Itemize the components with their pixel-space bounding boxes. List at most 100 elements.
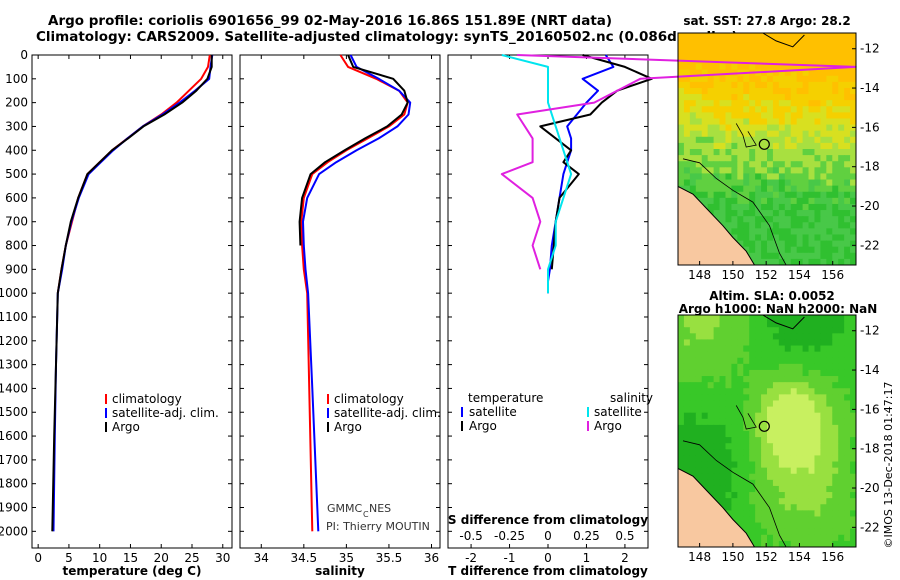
- sst-map-pixel: [790, 130, 798, 138]
- sst-map-pixel: [761, 75, 768, 83]
- sst-map-pixel: [731, 81, 738, 89]
- sla-map-pixel: [767, 528, 774, 536]
- sst-map-pixel: [844, 216, 851, 223]
- salinity-line-argo: [298, 54, 409, 246]
- sst-map-pixel: [820, 210, 827, 217]
- sla-map-pixel: [743, 437, 750, 444]
- sst-map-pixel: [707, 94, 715, 101]
- sla-map-pixel: [784, 449, 792, 456]
- sla-map-pixel: [755, 339, 762, 347]
- sla-map-pixel: [778, 461, 786, 469]
- difference-xtick-label: -1: [504, 551, 516, 565]
- sst-map-pixel: [737, 57, 744, 65]
- figure-title-line2: Climatology: CARS2009. Satellite-adjuste…: [36, 29, 738, 45]
- difference-legend-temperature-title: temperature: [468, 391, 543, 405]
- sla-map-pixel: [767, 394, 774, 401]
- sla-map-pixel: [725, 394, 732, 401]
- sla-map-pixel: [802, 522, 810, 530]
- sst-map-pixel: [814, 75, 821, 83]
- sla-map-pixel: [814, 485, 821, 493]
- sst-map-pixel: [678, 51, 685, 58]
- sst-map-pixel: [767, 210, 774, 217]
- sst-map-pixel: [790, 142, 798, 150]
- sst-map-pixel: [761, 222, 768, 229]
- sla-map-pixel: [820, 473, 827, 481]
- sst-map-pixel: [731, 106, 738, 113]
- sst-map-pixel: [701, 161, 709, 168]
- sla-map-pixel: [707, 388, 715, 395]
- sst-map-pixel: [844, 100, 851, 107]
- sla-map-pixel: [772, 540, 780, 547]
- sst-map-pixel: [743, 240, 750, 248]
- sst-map-pixel: [784, 258, 792, 265]
- sla-map-pixel: [701, 449, 709, 456]
- sla-map-pixel: [838, 412, 845, 420]
- sst-map-pixel: [790, 173, 798, 181]
- sla-map-pixel: [678, 437, 685, 444]
- sst-map-pixel: [832, 222, 839, 229]
- sla-map-pixel: [761, 363, 768, 371]
- sst-map-pixel: [796, 216, 804, 223]
- sst-map-pixel: [689, 63, 697, 71]
- sla-map-pixel: [772, 339, 780, 347]
- sst-map-pixel: [767, 33, 774, 40]
- sla-map-pixel: [832, 376, 839, 383]
- sst-map-pixel: [802, 81, 810, 89]
- sst-map-pixel: [838, 130, 845, 138]
- sla-map-pixel: [814, 522, 821, 530]
- sst-map-pixel: [790, 258, 798, 265]
- sst-map-pixel: [719, 161, 726, 168]
- sst-map-pixel: [820, 124, 827, 132]
- sst-map-pixel: [778, 81, 786, 89]
- sst-map-pixel: [695, 155, 703, 162]
- sla-map-pixel: [689, 431, 697, 438]
- sst-map-pixel: [808, 130, 815, 138]
- sla-map-pixel: [678, 327, 685, 334]
- sst-map-pixel: [784, 45, 792, 52]
- sla-map-pixel: [761, 327, 768, 334]
- sst-map-pixel: [683, 155, 691, 162]
- sla-map-pixel: [713, 369, 721, 377]
- sla-map-pixel: [761, 492, 768, 499]
- sla-map-pixel: [826, 504, 833, 511]
- sla-map-pixel: [767, 479, 774, 487]
- sla-map-pixel: [802, 345, 810, 353]
- sst-map-pixel: [713, 130, 721, 138]
- sla-map-pixel: [695, 369, 703, 377]
- sla-map-pixel: [838, 510, 845, 517]
- sla-map-pixel: [790, 467, 798, 475]
- sst-map-pixel: [832, 124, 839, 132]
- sst-map-pixel: [761, 112, 768, 119]
- sst-map-pixel: [761, 124, 768, 132]
- sla-map-pixel: [678, 363, 685, 371]
- sst-map-pixel: [778, 203, 786, 211]
- sla-map-pixel: [707, 412, 715, 420]
- sst-map-pixel: [844, 136, 851, 144]
- sst-map-pixel: [820, 57, 827, 65]
- sst-map-pixel: [767, 118, 774, 126]
- sst-map-pixel: [778, 63, 786, 71]
- sla-map-pixel: [802, 485, 810, 493]
- sst-map-pixel: [796, 252, 804, 260]
- sst-map-pixel: [820, 45, 827, 52]
- sst-map-pixel: [850, 94, 856, 101]
- sla-map-pixel: [713, 479, 721, 487]
- sla-map-pixel: [761, 388, 768, 395]
- sst-map-pixel: [772, 112, 780, 119]
- sst-map-pixel: [755, 63, 762, 71]
- sst-map-pixel: [725, 191, 732, 199]
- sla-map-pixel: [761, 369, 768, 377]
- sla-map-pixel: [749, 418, 756, 426]
- sla-map-argo-location-marker: [758, 420, 770, 432]
- sst-map-pixel: [689, 33, 697, 40]
- sst-map-pixel: [689, 161, 697, 168]
- sst-map-pixel: [820, 228, 827, 235]
- sst-map-pixel: [731, 161, 738, 168]
- sla-map-pixel: [755, 461, 762, 469]
- sst-map-pixel: [678, 75, 685, 83]
- sla-map-pixel: [808, 534, 815, 542]
- sla-map-pixel: [826, 455, 833, 463]
- sst-map-pixel: [678, 130, 685, 138]
- sla-map-pixel: [832, 357, 839, 365]
- sla-map-ytick-label: -16: [860, 402, 880, 416]
